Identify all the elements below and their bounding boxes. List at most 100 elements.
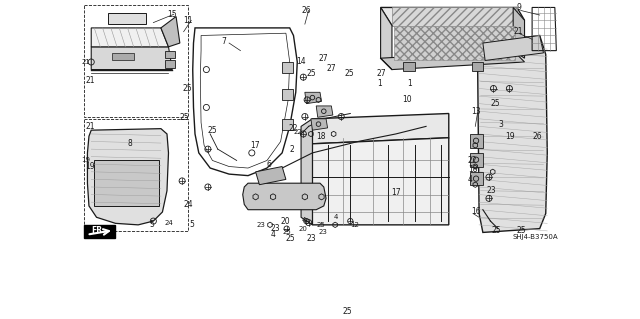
- Text: 22: 22: [288, 124, 298, 133]
- Polygon shape: [513, 7, 525, 58]
- Text: 23: 23: [486, 186, 496, 195]
- Polygon shape: [108, 13, 146, 24]
- Text: 25: 25: [182, 84, 192, 93]
- Text: 3: 3: [498, 120, 503, 129]
- Bar: [392, 7, 517, 26]
- Polygon shape: [164, 61, 175, 68]
- Bar: [294, 189, 301, 203]
- Text: 6: 6: [267, 160, 272, 169]
- Polygon shape: [312, 138, 449, 225]
- Text: 25: 25: [317, 222, 326, 228]
- Text: 21: 21: [85, 77, 95, 85]
- Text: 25: 25: [492, 226, 501, 235]
- Text: 12: 12: [350, 222, 359, 228]
- Text: 27: 27: [326, 63, 336, 72]
- Text: 26: 26: [532, 132, 541, 141]
- Bar: [84, 5, 188, 117]
- Text: 19: 19: [506, 132, 515, 141]
- Polygon shape: [305, 92, 321, 104]
- Polygon shape: [470, 172, 483, 185]
- Text: 20: 20: [299, 226, 308, 232]
- Text: 21: 21: [85, 122, 95, 131]
- Bar: [275, 189, 282, 203]
- Text: 4: 4: [302, 217, 306, 223]
- Text: 25: 25: [286, 234, 296, 243]
- Text: 23: 23: [307, 234, 316, 243]
- Polygon shape: [282, 88, 294, 100]
- Polygon shape: [381, 7, 525, 26]
- Polygon shape: [316, 106, 333, 117]
- Text: 19: 19: [81, 158, 90, 163]
- Text: 25: 25: [490, 99, 500, 108]
- Polygon shape: [92, 28, 168, 47]
- Text: 4: 4: [333, 214, 338, 220]
- Polygon shape: [381, 7, 392, 70]
- Text: 13: 13: [472, 107, 481, 116]
- Polygon shape: [477, 35, 547, 233]
- Text: 20: 20: [280, 217, 290, 226]
- Text: 2: 2: [290, 145, 294, 154]
- Polygon shape: [243, 183, 326, 210]
- Text: 24: 24: [184, 200, 193, 209]
- Bar: [394, 26, 515, 61]
- Text: 1: 1: [407, 79, 412, 88]
- Polygon shape: [164, 51, 175, 58]
- Text: 17: 17: [391, 188, 401, 197]
- Text: 25: 25: [344, 69, 354, 78]
- Text: 5: 5: [150, 220, 154, 229]
- Polygon shape: [282, 62, 294, 73]
- Bar: [111, 53, 134, 61]
- Polygon shape: [472, 62, 483, 71]
- Text: 25: 25: [282, 229, 291, 235]
- Polygon shape: [470, 134, 483, 148]
- Text: 15: 15: [167, 10, 177, 19]
- Polygon shape: [470, 153, 483, 167]
- Text: 1: 1: [377, 79, 381, 88]
- Polygon shape: [92, 47, 172, 70]
- Polygon shape: [88, 129, 168, 225]
- Text: 8: 8: [127, 139, 132, 148]
- Text: 19: 19: [85, 162, 95, 171]
- Polygon shape: [312, 114, 449, 144]
- Text: 25: 25: [307, 69, 316, 78]
- Text: 23: 23: [319, 229, 327, 235]
- Text: 21: 21: [81, 59, 90, 65]
- Bar: [308, 189, 316, 203]
- Text: 24: 24: [164, 220, 173, 226]
- Text: 23: 23: [257, 222, 265, 228]
- Polygon shape: [483, 35, 543, 61]
- Text: 17: 17: [250, 141, 260, 150]
- Text: 4: 4: [271, 230, 276, 239]
- Text: FR.: FR.: [92, 226, 106, 235]
- Text: 22: 22: [468, 156, 477, 165]
- Text: 9: 9: [517, 3, 522, 12]
- Text: 4: 4: [468, 175, 472, 184]
- Polygon shape: [84, 225, 115, 238]
- Text: 27: 27: [319, 54, 328, 63]
- Text: 25: 25: [343, 308, 353, 316]
- Polygon shape: [311, 119, 328, 130]
- Text: 25: 25: [180, 113, 189, 122]
- Text: 26: 26: [302, 6, 312, 15]
- Polygon shape: [301, 119, 312, 225]
- Polygon shape: [161, 17, 180, 47]
- Text: 25: 25: [208, 126, 218, 135]
- Polygon shape: [403, 62, 415, 71]
- Bar: [114, 15, 140, 22]
- Text: 16: 16: [472, 207, 481, 217]
- Text: 11: 11: [184, 16, 193, 25]
- Text: 18: 18: [316, 132, 326, 141]
- Polygon shape: [381, 51, 525, 70]
- Text: 14: 14: [296, 57, 305, 66]
- Text: 22: 22: [294, 129, 302, 135]
- Text: 27: 27: [377, 69, 387, 78]
- Bar: [255, 189, 263, 203]
- Text: 5: 5: [189, 220, 195, 229]
- Bar: [84, 119, 188, 231]
- Polygon shape: [255, 167, 286, 185]
- Text: SHJ4-B3750A: SHJ4-B3750A: [513, 234, 559, 240]
- Text: 23: 23: [271, 224, 280, 233]
- Text: 7: 7: [221, 37, 227, 46]
- Text: 21: 21: [513, 27, 523, 36]
- Bar: [94, 160, 159, 206]
